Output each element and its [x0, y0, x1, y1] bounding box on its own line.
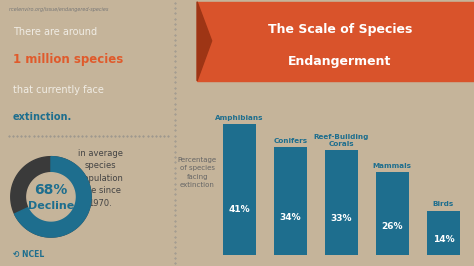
- Bar: [427, 211, 460, 255]
- Text: Endangerment: Endangerment: [288, 55, 392, 68]
- Polygon shape: [197, 2, 211, 81]
- Polygon shape: [197, 2, 474, 81]
- Text: 41%: 41%: [228, 205, 250, 214]
- Text: Percentage
of species
facing
extinction: Percentage of species facing extinction: [178, 157, 217, 188]
- Text: 1 million species: 1 million species: [13, 53, 123, 66]
- Bar: [273, 147, 307, 255]
- Bar: [376, 172, 409, 255]
- Polygon shape: [15, 157, 91, 237]
- Text: that currently face: that currently face: [13, 85, 104, 95]
- Text: 33%: 33%: [330, 214, 352, 223]
- Bar: [223, 124, 256, 255]
- Bar: [325, 150, 358, 255]
- Text: Reef-Building
Corals: Reef-Building Corals: [314, 134, 369, 147]
- Text: 68%: 68%: [34, 182, 68, 197]
- Text: Amphibians: Amphibians: [215, 115, 264, 121]
- Text: ncelenviro.org/issue/endangered-species: ncelenviro.org/issue/endangered-species: [9, 7, 109, 12]
- Text: There are around: There are around: [13, 27, 97, 37]
- Text: Mammals: Mammals: [373, 163, 412, 169]
- Text: ⟲ NCEL: ⟲ NCEL: [13, 250, 44, 259]
- Polygon shape: [11, 157, 91, 237]
- Text: 14%: 14%: [433, 235, 454, 244]
- Text: 26%: 26%: [382, 222, 403, 231]
- Text: Conifers: Conifers: [273, 138, 307, 144]
- Text: 34%: 34%: [279, 213, 301, 222]
- Text: The Scale of Species: The Scale of Species: [268, 23, 412, 36]
- Polygon shape: [27, 173, 75, 221]
- Text: in average
species
population
size since
1970.: in average species population size since…: [78, 149, 123, 208]
- Text: Decline: Decline: [28, 201, 74, 211]
- Text: extinction.: extinction.: [13, 112, 72, 122]
- Text: Birds: Birds: [433, 201, 454, 207]
